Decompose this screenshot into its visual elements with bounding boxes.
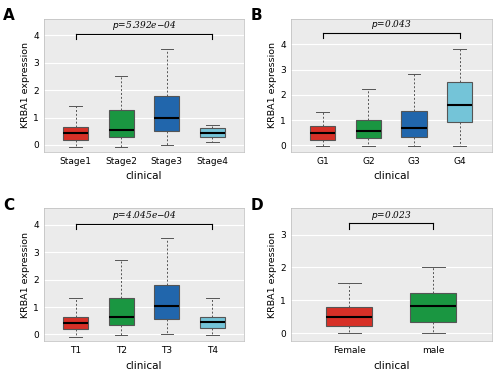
- Bar: [356, 120, 381, 138]
- X-axis label: clinical: clinical: [373, 171, 410, 181]
- Text: $p$=0.043: $p$=0.043: [371, 18, 412, 31]
- Bar: [63, 318, 88, 329]
- Bar: [108, 110, 134, 137]
- X-axis label: clinical: clinical: [373, 361, 410, 371]
- Text: $p$=5.392e−04: $p$=5.392e−04: [112, 19, 176, 33]
- Bar: [154, 285, 180, 318]
- X-axis label: clinical: clinical: [126, 171, 162, 181]
- Bar: [200, 128, 225, 137]
- Y-axis label: KRBA1 expression: KRBA1 expression: [268, 232, 278, 318]
- Text: $p$=0.023: $p$=0.023: [371, 208, 412, 222]
- Bar: [310, 126, 336, 140]
- Text: A: A: [4, 8, 15, 23]
- Bar: [402, 111, 426, 136]
- Y-axis label: KRBA1 expression: KRBA1 expression: [21, 232, 30, 318]
- Text: $p$=4.045e−04: $p$=4.045e−04: [112, 209, 176, 222]
- Y-axis label: KRBA1 expression: KRBA1 expression: [268, 42, 278, 128]
- Bar: [447, 82, 472, 122]
- X-axis label: clinical: clinical: [126, 361, 162, 371]
- Text: C: C: [4, 198, 15, 213]
- Bar: [154, 96, 180, 131]
- Text: D: D: [250, 198, 263, 213]
- Bar: [108, 298, 134, 325]
- Bar: [63, 127, 88, 140]
- Bar: [326, 307, 372, 326]
- Bar: [200, 316, 225, 328]
- Y-axis label: KRBA1 expression: KRBA1 expression: [21, 42, 30, 128]
- Bar: [410, 293, 456, 321]
- Text: B: B: [250, 8, 262, 23]
